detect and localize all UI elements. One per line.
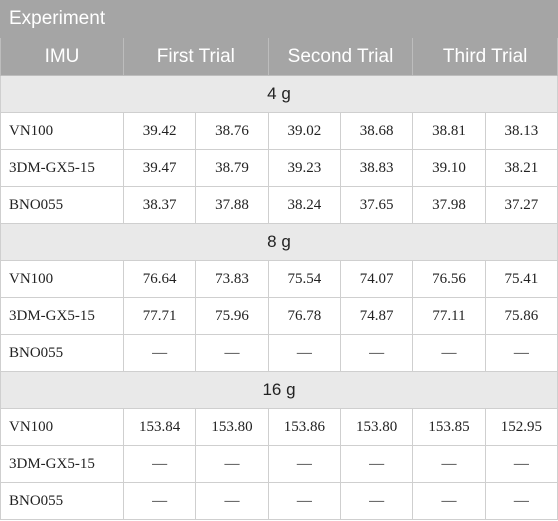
cell: — [412,482,486,520]
cell: — [195,334,269,372]
data-row: BNO055— — — — — — [0,334,558,372]
cell: 152.95 [484,408,558,446]
cell: 76.56 [412,260,486,298]
imu-name: 3DM-GX5-15 [0,149,124,187]
cell: 75.96 [195,297,269,335]
imu-name: VN100 [0,112,124,150]
column-header: IMU [0,37,124,76]
cell: — [267,334,341,372]
data-row: BNO055— — — — — — [0,482,558,520]
data-row: 3DM-GX5-15 39.47 38.79 39.23 38.83 39.10 38.21 [0,149,558,187]
data-row: VN100 39.42 38.76 39.02 38.68 38.81 38.13 [0,112,558,150]
cell: 38.13 [484,112,558,150]
data-row: VN100 153.84 153.80 153.86 153.80 153.85 152.9… [0,408,558,446]
cell: — [339,482,414,520]
section-label: 8 g [0,223,558,261]
cell: 37.98 [412,186,486,224]
cell: — [122,482,197,520]
cell: — [484,445,558,483]
cell: 38.76 [195,112,269,150]
imu-name: 3DM-GX5-15 [0,297,124,335]
cell: 74.87 [339,297,414,335]
cell: — [484,334,558,372]
cell: 37.88 [195,186,269,224]
section-row: 8 g [0,223,558,261]
cell: 38.79 [195,149,269,187]
title-row: Experiment [0,0,558,38]
cell: 38.68 [339,112,414,150]
cell: 153.80 [195,408,269,446]
cell: 38.81 [412,112,486,150]
cell: — [412,445,486,483]
cell: 75.41 [484,260,558,298]
cell: — [339,445,414,483]
cell: 39.02 [267,112,341,150]
cell: — [122,334,197,372]
imu-name: BNO055 [0,482,124,520]
cell: 74.07 [339,260,414,298]
data-row: 3DM-GX5-15— — — — — — [0,445,558,483]
cell: — [412,334,486,372]
section-row: 16 g [0,371,558,409]
cell: — [484,482,558,520]
data-row: 3DM-GX5-15 77.71 75.96 76.78 74.87 77.11 75.86 [0,297,558,335]
imu-name: 3DM-GX5-15 [0,445,124,483]
cell: 38.21 [484,149,558,187]
section-label: 4 g [0,75,558,113]
cell: — [339,334,414,372]
section-row: 4 g [0,75,558,113]
cell: 73.83 [195,260,269,298]
column-header: First Trial [123,37,269,76]
column-header-row: IMU First Trial Second Trial Third Trial [0,37,558,76]
cell: 153.84 [122,408,197,446]
cell: — [122,445,197,483]
cell: 153.85 [412,408,486,446]
cell: 76.78 [267,297,341,335]
imu-name: VN100 [0,260,124,298]
cell: 37.27 [484,186,558,224]
cell: 77.71 [122,297,197,335]
cell: 38.37 [122,186,197,224]
cell: 39.23 [267,149,341,187]
cell: 153.86 [267,408,341,446]
cell: 76.64 [122,260,197,298]
cell: 77.11 [412,297,486,335]
cell: 39.47 [122,149,197,187]
cell: 39.42 [122,112,197,150]
cell: — [195,445,269,483]
imu-name: VN100 [0,408,124,446]
cell: — [267,445,341,483]
cell: — [195,482,269,520]
cell: 75.86 [484,297,558,335]
cell: 38.24 [267,186,341,224]
imu-name: BNO055 [0,334,124,372]
cell: 153.80 [339,408,414,446]
column-header: Second Trial [267,37,414,76]
cell: — [267,482,341,520]
imu-name: BNO055 [0,186,124,224]
cell: 39.10 [412,149,486,187]
cell: 37.65 [339,186,414,224]
section-label: 16 g [0,371,558,409]
data-row: VN100 76.64 73.83 75.54 74.07 76.56 75.41 [0,260,558,298]
table-title: Experiment [0,0,558,38]
column-header: Third Trial [412,37,558,76]
data-row: BNO055 38.37 37.88 38.24 37.65 37.98 37.27 [0,186,558,224]
cell: 38.83 [339,149,414,187]
cell: 75.54 [267,260,341,298]
